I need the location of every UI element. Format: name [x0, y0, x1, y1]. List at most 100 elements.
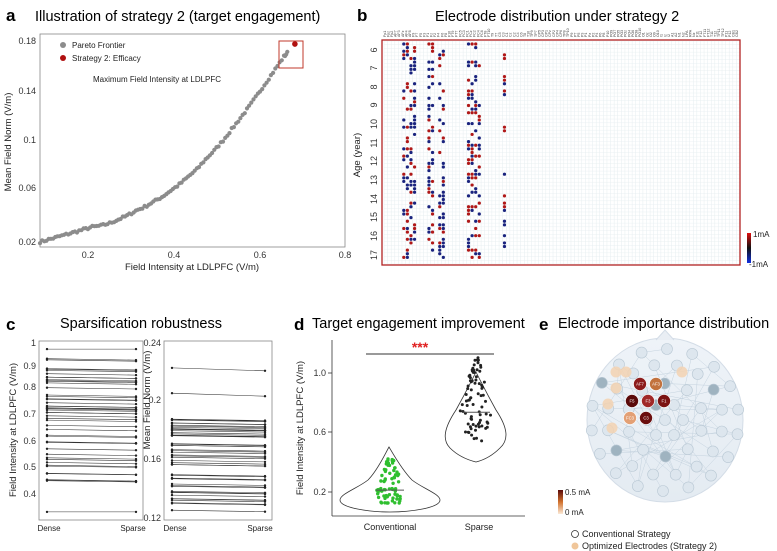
current-dot	[412, 49, 417, 53]
current-dot	[402, 96, 406, 100]
conventional-dot	[380, 473, 384, 478]
net-line	[601, 382, 739, 410]
current-dot	[412, 230, 417, 234]
current-dot	[441, 89, 445, 93]
current-dot	[405, 237, 409, 241]
c-left-sparse	[134, 347, 138, 351]
sparse-dot	[458, 409, 462, 413]
current-dot	[430, 212, 435, 216]
current-dot	[438, 241, 442, 245]
current-dot	[405, 230, 409, 234]
sparse-dot	[473, 381, 477, 385]
electrode-label: N1	[678, 32, 682, 37]
current-dot	[438, 56, 442, 61]
current-dot	[412, 165, 417, 169]
electrode	[657, 485, 669, 497]
panel-b-ylabel: Age (year)	[352, 133, 363, 177]
c-right-xtick-dense: Dense	[163, 524, 187, 533]
sparse-dot	[477, 425, 481, 429]
c-left-line	[46, 442, 137, 444]
current-dot	[474, 234, 478, 238]
electrode-label: P10	[606, 31, 610, 37]
current-dot	[430, 82, 435, 86]
conventional-dot	[383, 478, 387, 482]
c-left-sparse	[134, 410, 138, 413]
c-left-sparse	[134, 383, 138, 386]
a-xtick-2: 0.6	[254, 250, 267, 260]
c-right-sparse	[263, 500, 267, 503]
current-dot	[412, 100, 417, 104]
current-dot	[477, 212, 481, 216]
current-dot	[405, 85, 409, 89]
pareto-point	[236, 119, 241, 124]
sparse-dot	[465, 404, 469, 407]
current-dot	[466, 78, 471, 82]
current-dot	[427, 85, 431, 89]
highlight-electrode-label: C3	[643, 416, 649, 421]
c-right-dense	[170, 434, 174, 437]
current-dot	[438, 96, 442, 100]
a-xtick-1: 0.4	[168, 250, 181, 260]
c-right-dense	[170, 424, 174, 427]
pareto-point	[285, 49, 290, 54]
c-left-line	[46, 380, 137, 383]
current-dot	[474, 46, 478, 50]
current-dot	[477, 154, 481, 158]
electrode-label: P9	[570, 33, 574, 37]
pareto-point	[238, 116, 243, 121]
electrode-label: PO5	[617, 30, 621, 37]
c-right-dense	[170, 418, 174, 422]
net-line	[682, 419, 738, 435]
sparse-dot	[480, 386, 484, 390]
electrode-label: P4	[595, 33, 599, 37]
efficacy-highlight-box	[278, 40, 304, 69]
c-right-line	[171, 478, 266, 481]
legend-efficacy-label: Strategy 2: Efficacy	[72, 54, 141, 63]
c-left-dense	[45, 367, 49, 370]
electrode	[677, 414, 689, 426]
panel-c-left-plot	[38, 340, 144, 521]
conventional-dot	[393, 501, 397, 505]
c-right-sparse	[263, 449, 267, 453]
c-right-dense	[170, 477, 174, 480]
c-left-sparse	[134, 473, 138, 476]
c-left-line	[46, 429, 137, 432]
c-left-line	[46, 464, 137, 467]
conventional-dot	[396, 480, 401, 484]
c-left-sparse	[134, 415, 138, 419]
electrode	[631, 480, 644, 492]
current-dot	[402, 179, 406, 184]
electrode-label: AF8	[408, 30, 412, 37]
current-dot	[466, 248, 471, 252]
b-ytick-14: 14	[369, 194, 379, 204]
electrode-label: T11	[710, 31, 714, 37]
current-dot	[466, 161, 471, 165]
sparse-dot	[475, 436, 478, 440]
current-dot	[477, 234, 481, 238]
c-left-line	[46, 358, 137, 361]
c-right-dense	[170, 461, 174, 464]
electrode-label: FT11	[703, 29, 707, 37]
net-line	[688, 434, 738, 488]
electrode	[686, 348, 699, 360]
electrode	[681, 443, 694, 456]
c-left-dense	[45, 405, 49, 408]
current-dot	[430, 49, 435, 53]
panel-d-dots	[375, 356, 492, 505]
electrode-label: P6	[599, 33, 603, 37]
electrode-label: Oz	[645, 32, 649, 37]
current-dot	[466, 241, 471, 245]
current-dot	[430, 150, 435, 155]
current-dot	[466, 158, 471, 162]
b-ytick-15: 15	[369, 212, 379, 222]
current-dot	[402, 212, 406, 216]
c-left-dense	[45, 397, 49, 400]
electrode-label: FC1	[466, 30, 470, 37]
current-dot	[466, 179, 471, 184]
electrode-label: Fpz	[386, 31, 390, 37]
current-dot	[430, 46, 435, 50]
current-dot	[438, 64, 442, 68]
electrode-label: TP9	[530, 30, 534, 37]
sparse-dot	[473, 358, 477, 362]
